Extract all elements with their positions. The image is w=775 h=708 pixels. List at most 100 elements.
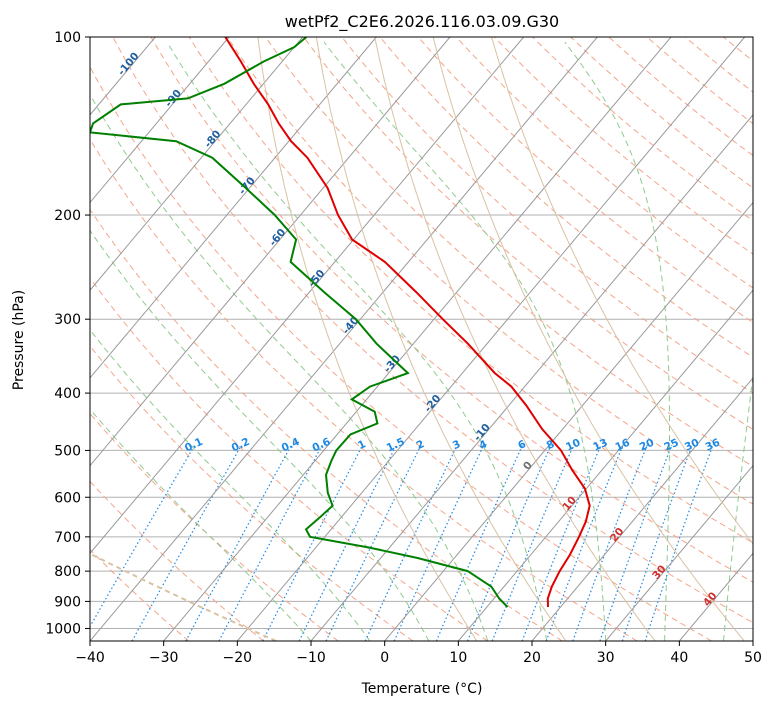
mixing-ratio-label: 0.2 — [230, 436, 252, 455]
mixing-ratio-line — [572, 444, 648, 641]
mixing-ratio-line — [466, 444, 552, 641]
isotherm-line — [90, 37, 377, 379]
mixing-ratio-line — [262, 444, 364, 641]
x-tick-label: 0 — [380, 650, 389, 666]
moist-adiabat-line — [90, 408, 312, 641]
plot-frame — [89, 36, 754, 642]
mixing-ratio-line — [621, 444, 693, 641]
y-tick-label: 600 — [54, 490, 81, 506]
special-curve-line — [432, 37, 745, 641]
dry-adiabat-line — [762, 37, 775, 641]
dry-adiabat-line — [684, 37, 753, 93]
x-tick-label: −20 — [223, 650, 253, 666]
y-tick-label: 300 — [54, 312, 81, 328]
moist-adiabat-line — [90, 93, 489, 641]
isotherm-line — [90, 37, 598, 641]
dry-adiabat-line — [341, 37, 753, 394]
mixing-ratio-label: 8 — [545, 438, 557, 452]
isotherm-line — [163, 37, 672, 641]
special-curve-line — [315, 37, 567, 641]
dry-adiabat-line — [265, 37, 753, 467]
dry-adiabat-line — [188, 37, 753, 544]
mixing-ratio-label: 20 — [638, 437, 656, 454]
y-axis-label: Pressure (hPa) — [11, 290, 27, 390]
mixing-ratio-label: 0.6 — [310, 436, 332, 455]
isotherm-line — [310, 114, 753, 641]
dry-adiabat-line — [90, 548, 190, 641]
isotherm-label: 20 — [608, 525, 627, 544]
isotherm-label: -80 — [202, 128, 223, 150]
dry-adiabat-line — [90, 138, 638, 641]
y-tick-label: 100 — [54, 30, 81, 46]
dry-adiabat-line — [608, 37, 753, 157]
x-tick-label: −30 — [149, 650, 179, 666]
moist-adiabat-line — [564, 41, 670, 641]
dry-adiabat-line — [226, 37, 753, 505]
x-tick-label: 10 — [449, 650, 467, 666]
special-curve-line — [491, 37, 753, 545]
dry-adiabat-line — [570, 37, 753, 189]
mixing-ratio-label: 1 — [356, 438, 368, 452]
isotherm-line — [531, 377, 753, 641]
isotherm-label: -30 — [382, 353, 403, 375]
mixing-ratio-label: 30 — [683, 437, 701, 454]
mixing-ratio-line — [131, 444, 242, 641]
mixing-ratio-label: 10 — [564, 437, 582, 454]
isotherm-line — [90, 37, 304, 291]
isotherm-line — [0, 37, 8, 641]
isotherm-line — [90, 37, 525, 555]
moist-adiabat-line — [323, 41, 607, 641]
dry-adiabat-line — [150, 37, 753, 583]
dewpoint-profile-line — [90, 37, 509, 608]
x-tick-label: 40 — [670, 650, 688, 666]
mixing-ratio-label: 25 — [662, 437, 680, 454]
isotherm-line — [678, 552, 753, 641]
mixing-ratio-line — [185, 444, 292, 641]
y-tick-label: 200 — [54, 208, 81, 224]
mixing-ratio-line — [364, 444, 458, 641]
mixing-ratio-line — [393, 444, 485, 641]
y-tick-label: 1000 — [45, 621, 81, 637]
isotherm-label: -70 — [237, 175, 258, 197]
moist-adiabat-line — [723, 372, 753, 641]
y-tick-label: 900 — [54, 594, 81, 610]
isotherm-line — [752, 640, 753, 641]
y-tick-label: 800 — [54, 564, 81, 580]
isotherm-label: -100 — [116, 50, 142, 78]
mixing-ratio-label: 4 — [477, 438, 489, 452]
dry-adiabat-line — [532, 37, 753, 222]
x-tick-label: −40 — [75, 650, 105, 666]
x-tick-label: 20 — [523, 650, 541, 666]
x-tick-label: 50 — [744, 650, 762, 666]
isotherm-label: -40 — [340, 315, 361, 337]
x-tick-label: 30 — [597, 650, 615, 666]
mixing-ratio-line — [644, 444, 714, 641]
mixing-ratio-label: 2 — [415, 438, 427, 452]
mixing-ratio-label: 16 — [613, 437, 631, 454]
dry-adiabat-line — [646, 37, 753, 125]
mixing-ratio-label: 1.5 — [385, 436, 407, 455]
dry-adiabat-line — [90, 412, 339, 641]
mixing-ratio-line — [298, 444, 397, 641]
isotherm-label: 0 — [521, 459, 535, 472]
mixing-ratio-line — [545, 444, 624, 641]
dry-adiabat-line — [90, 208, 563, 641]
mixing-ratio-line — [435, 444, 524, 641]
isotherm-line — [90, 37, 451, 467]
dry-adiabat-line — [417, 37, 753, 323]
y-tick-label: 700 — [54, 530, 81, 546]
dry-adiabat-line — [112, 37, 753, 624]
dry-adiabat-line — [723, 37, 753, 62]
x-axis-label: Temperature (°C) — [361, 681, 483, 697]
mixing-ratio-label: 13 — [591, 437, 609, 454]
special-curve-line — [257, 37, 478, 641]
temperature-profile-line — [224, 37, 591, 608]
mixing-ratio-label: 6 — [516, 438, 528, 452]
isotherm-line — [457, 289, 753, 641]
dry-adiabat-line — [455, 37, 753, 289]
isotherm-line — [90, 37, 230, 204]
moist-adiabat-line — [166, 41, 548, 641]
mixing-ratio-label: 0.4 — [280, 436, 302, 455]
x-tick-label: −10 — [296, 650, 326, 666]
